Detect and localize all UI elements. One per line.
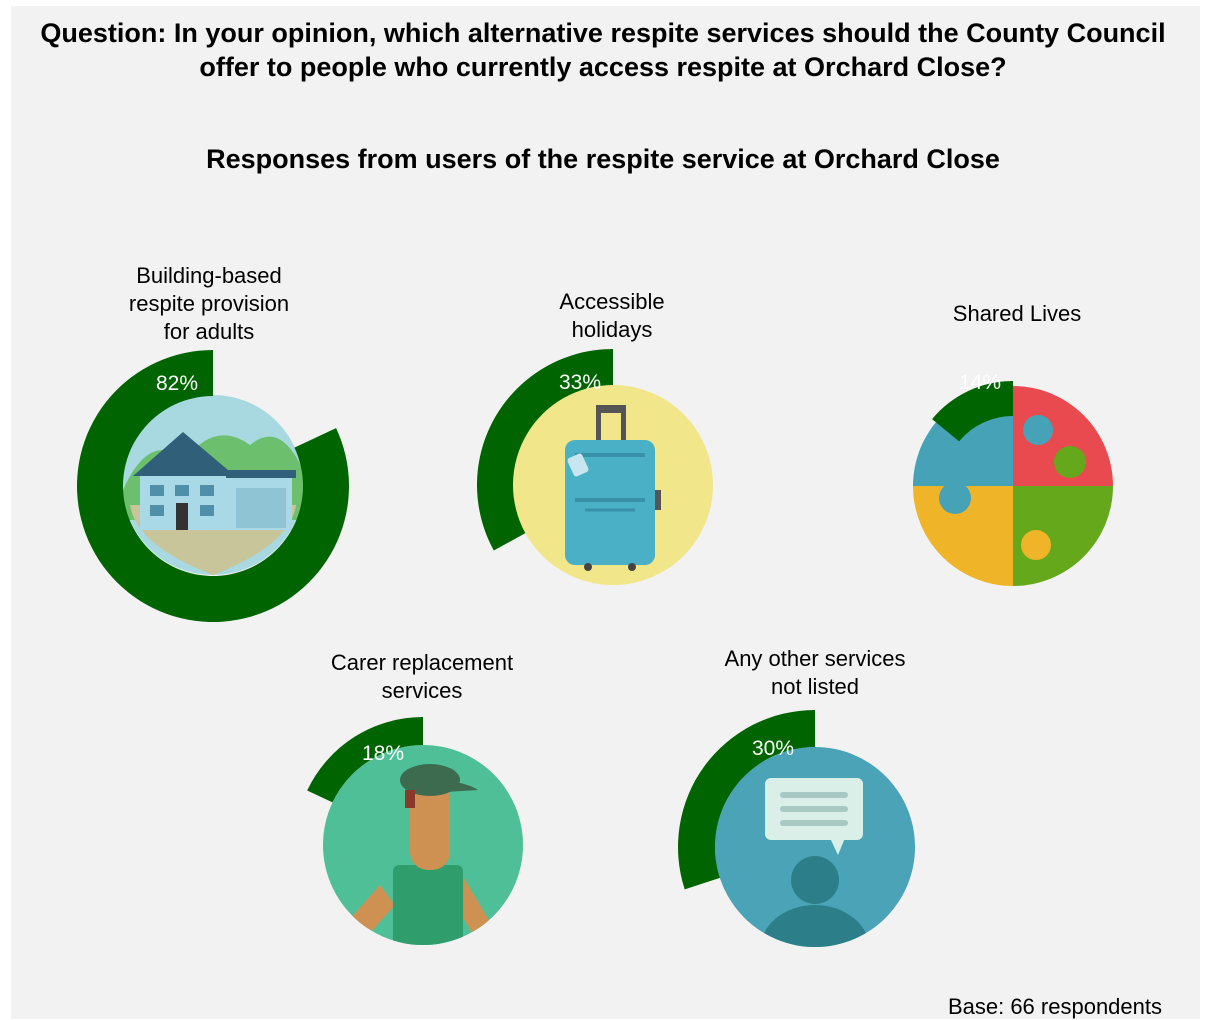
category-label-shared-lives: Shared Lives	[953, 300, 1081, 328]
category-label-line: services	[381, 678, 463, 703]
category-label-line: respite provision	[128, 291, 290, 316]
house-icon	[123, 395, 303, 575]
category-label-line: not listed	[770, 674, 860, 699]
category-label-line: Any other services	[724, 646, 906, 671]
category-label-line: holidays	[571, 317, 653, 342]
ring-segment-carer-replacement	[307, 717, 423, 803]
value-label-other-services: 30%	[751, 737, 795, 760]
category-label-line: Carer replacement	[330, 650, 514, 675]
carer-icon	[323, 745, 523, 945]
category-label-accessible-holidays: Accessible holidays	[559, 288, 664, 344]
ring-segment-building-based	[76, 350, 349, 622]
category-label-line: for adults	[163, 319, 255, 344]
chart-subtitle: Responses from users of the respite serv…	[206, 144, 1000, 174]
speech-person-icon	[715, 747, 915, 947]
category-label-line: Shared Lives	[952, 301, 1082, 326]
chart-title: Question: In your opinion, which alterna…	[40, 18, 1166, 82]
category-label-other-services: Any other services not listed	[725, 645, 906, 701]
category-label-carer-replacement: Carer replacement services	[331, 649, 513, 705]
category-label-line: Accessible	[559, 289, 665, 314]
category-label-line: Building-based	[136, 263, 282, 288]
base-note: Base: 66 respondents	[947, 994, 1162, 1019]
value-label-building-based: 82%	[155, 372, 199, 395]
value-label-accessible-holidays: 33%	[558, 371, 602, 394]
ring-segment-accessible-holidays	[476, 349, 613, 551]
ring-segment-other-services	[678, 710, 815, 890]
category-label-building-based: Building-based respite provision for adult…	[129, 262, 289, 346]
value-label-shared-lives: 14%	[958, 371, 1002, 394]
value-label-carer-replacement: 18%	[361, 742, 405, 765]
ring-segment-shared-lives	[932, 381, 1013, 442]
suitcase-icon	[513, 385, 713, 585]
